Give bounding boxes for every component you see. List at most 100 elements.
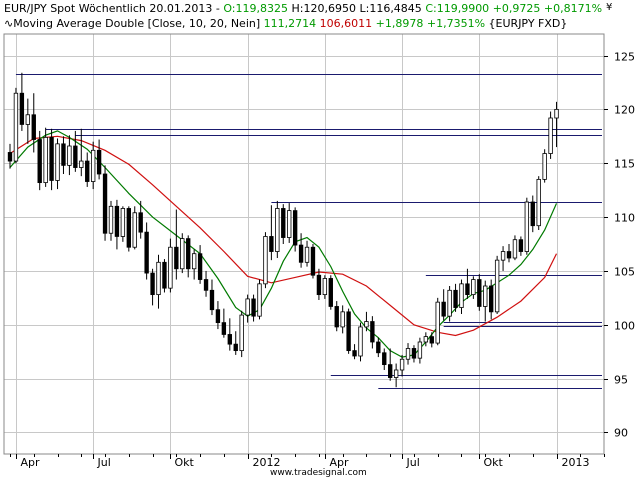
candle: [120, 206, 126, 242]
candle: [191, 249, 197, 280]
candle-body: [162, 261, 167, 289]
candle-body: [233, 343, 238, 352]
candle-body: [382, 352, 387, 366]
candle: [292, 207, 298, 252]
candle-body: [322, 278, 328, 296]
candle-body: [340, 311, 345, 328]
candle-body: [281, 208, 286, 238]
candle-body: [399, 358, 405, 371]
candlesticks: [7, 72, 559, 388]
candle-body: [328, 278, 333, 307]
candle-body: [251, 298, 256, 317]
candle: [174, 209, 179, 280]
candle: [411, 345, 417, 363]
candle-body: [227, 334, 232, 345]
candle-body: [245, 298, 250, 316]
candle-body: [316, 274, 322, 296]
candle-body: [506, 251, 512, 259]
candle: [423, 332, 429, 347]
candle: [310, 244, 316, 279]
candle: [298, 233, 304, 268]
candle-body: [19, 92, 25, 125]
ma-fast-value: 111,2714: [263, 17, 317, 30]
candle: [138, 200, 143, 239]
candle: [73, 130, 78, 172]
candle: [25, 98, 31, 144]
y-tick-label: 90: [614, 427, 628, 440]
candle-body: [494, 259, 500, 313]
candle-body: [221, 322, 227, 335]
candle-body: [180, 238, 185, 270]
candle-body: [263, 236, 268, 285]
candle: [346, 308, 351, 354]
x-tick-label: Jul: [406, 456, 420, 469]
y-tick-label: 125: [614, 51, 635, 64]
candle-body: [542, 153, 547, 180]
candle-body: [102, 173, 108, 234]
candle-body: [287, 210, 292, 238]
candle: [79, 128, 84, 177]
candle-body: [203, 279, 209, 291]
candle-body: [79, 160, 84, 168]
candle: [263, 232, 268, 289]
candle: [364, 311, 369, 332]
candle-body: [530, 201, 535, 227]
x-tick-label: 2012: [253, 456, 281, 469]
candle: [340, 305, 345, 334]
candle: [7, 143, 13, 169]
candle-body: [477, 279, 482, 307]
quote-date: 20.01.2013: [149, 2, 213, 15]
candle-body: [13, 92, 19, 162]
x-tick-label: Okt: [175, 456, 195, 469]
candle: [382, 348, 387, 370]
candle: [227, 318, 232, 351]
header-line-quote: EUR/JPY Spot Wöchentlich 20.01.2013 - O:…: [4, 2, 603, 15]
candle-body: [257, 283, 262, 317]
candle-body: [536, 178, 541, 227]
candle: [370, 316, 375, 349]
candle-body: [209, 289, 215, 311]
ma-slow-value: 106,6011: [319, 17, 373, 30]
candle-body: [49, 136, 54, 181]
candle-body: [108, 205, 114, 234]
candle-body: [352, 350, 357, 357]
axes: 90 95 100 105 110 115 120 125 Apr Jul Okt 2012 Apr Ju…: [3, 33, 635, 469]
candle-body: [435, 301, 440, 344]
candle: [459, 279, 464, 314]
quote-close: C:119,9900: [425, 2, 490, 15]
candle-body: [405, 348, 411, 360]
candle: [150, 268, 155, 306]
x-tick-label: Apr: [330, 456, 350, 469]
candle: [376, 337, 381, 358]
candle-body: [441, 301, 446, 317]
candle: [435, 297, 440, 346]
candle-body: [215, 309, 221, 324]
candle: [471, 276, 476, 299]
candle-body: [126, 208, 131, 248]
candle: [399, 354, 405, 377]
candle-body: [358, 326, 363, 357]
candle-body: [411, 348, 417, 359]
quote-low: L:116,4845: [359, 2, 422, 15]
candle: [334, 301, 339, 332]
candle-body: [37, 139, 42, 184]
candle: [19, 72, 25, 131]
candle: [144, 222, 149, 280]
candle-body: [310, 246, 316, 276]
candle: [239, 310, 244, 358]
candle-body: [471, 279, 476, 296]
ma-slow-line: [9, 135, 558, 337]
candle: [316, 268, 322, 300]
candle: [483, 280, 488, 322]
candle: [126, 206, 131, 252]
candle-body: [43, 136, 48, 184]
candle-body: [524, 201, 530, 252]
candle: [251, 294, 256, 322]
quote-symbol: EUR/JPY Spot Wöchentlich: [4, 2, 146, 15]
candle: [37, 130, 42, 191]
candle-body: [132, 212, 137, 248]
candle: [441, 289, 446, 321]
candle-body: [447, 289, 452, 317]
candle-body: [346, 311, 351, 352]
candle: [524, 197, 530, 255]
